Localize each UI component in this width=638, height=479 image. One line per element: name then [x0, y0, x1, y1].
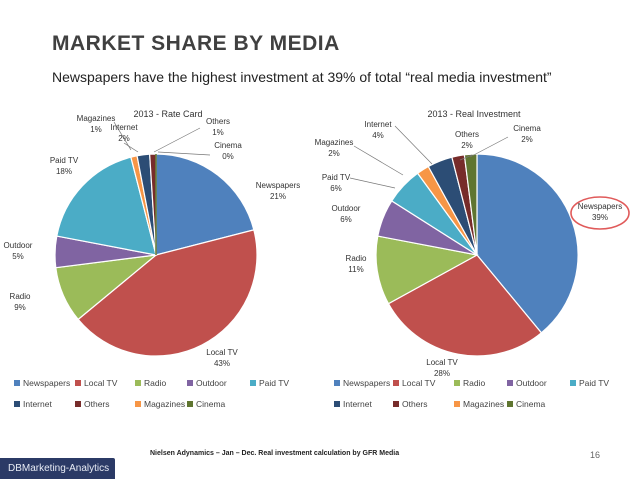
data-label-newspapers: Newspapers 39% [578, 202, 622, 222]
page-number: 16 [590, 450, 601, 460]
legend-item-internet: Internet [14, 399, 52, 409]
data-label-local-tv: Local TV 43% [206, 348, 238, 368]
data-label-paid-tv: Paid TV 6% [322, 173, 351, 193]
data-label-others: Others 1% [206, 117, 230, 137]
legend-label: Local TV [84, 378, 118, 388]
legend-swatch [334, 401, 340, 407]
legend-item-cinema: Cinema [507, 399, 546, 409]
pie-slice-cinema [463, 153, 478, 256]
legend-swatch [393, 380, 399, 386]
legend-item-outdoor: Outdoor [187, 378, 227, 388]
legend-item-local-tv: Local TV [393, 378, 436, 388]
data-label-newspapers: Newspapers 21% [256, 181, 300, 201]
legend-label: Newspapers [23, 378, 70, 388]
leader-line-magazines [353, 145, 404, 176]
legend-label: Cinema [196, 399, 226, 409]
source-note: Nielsen Adynamics – Jan – Dec. Real inve… [150, 450, 400, 457]
legend-item-others: Others [393, 399, 428, 409]
pie-slice-local-tv [387, 254, 543, 357]
legend-label: Internet [23, 399, 52, 409]
highlight-ring [570, 196, 630, 230]
chart-title: 2013 - Real Investment [427, 109, 521, 119]
legend-label: Paid TV [579, 378, 609, 388]
legend-swatch [75, 380, 81, 386]
pie-slice-newspapers [476, 153, 579, 334]
legend-item-magazines: Magazines [454, 399, 504, 409]
legend-label: Others [402, 399, 428, 409]
legend-swatch [75, 401, 81, 407]
legend-swatch [454, 380, 460, 386]
legend-swatch [187, 380, 193, 386]
data-label-outdoor: Outdoor 6% [332, 204, 361, 224]
leader-line-paid-tv [349, 177, 396, 189]
legend-label: Others [84, 399, 110, 409]
legend-label: Radio [463, 378, 485, 388]
leader-line-cinema [469, 136, 509, 158]
legend-item-local-tv: Local TV [75, 378, 118, 388]
legend-swatch [14, 380, 20, 386]
legend-swatch [570, 380, 576, 386]
legend-swatch [135, 380, 141, 386]
legend-item-outdoor: Outdoor [507, 378, 547, 388]
data-label-internet: Internet 4% [364, 120, 392, 140]
data-label-paid-tv: Paid TV 18% [50, 156, 79, 176]
page-subtitle: Newspapers have the highest investment a… [52, 69, 552, 85]
data-label-outdoor: Outdoor 5% [4, 241, 33, 261]
pie-slice-paid-tv [56, 156, 157, 256]
data-label-cinema: Cinema 0% [214, 141, 242, 161]
pie-slice-local-tv [77, 229, 258, 357]
legend-item-magazines: Magazines [135, 399, 185, 409]
legend-swatch [454, 401, 460, 407]
leader-line-others [153, 127, 201, 153]
legend-item-newspapers: Newspapers [14, 378, 70, 388]
pie-slice-radio [375, 235, 479, 305]
leader-line-cinema [157, 151, 211, 156]
legend-item-paid-tv: Paid TV [250, 378, 289, 388]
legend-swatch [250, 380, 256, 386]
data-label-magazines: Magazines 2% [315, 138, 354, 158]
leader-line-others [459, 154, 473, 161]
legend-swatch [334, 380, 340, 386]
legend-item-internet: Internet [334, 399, 372, 409]
legend-item-newspapers: Newspapers [334, 378, 390, 388]
data-label-local-tv: Local TV 28% [426, 358, 458, 378]
legend-label: Newspapers [343, 378, 390, 388]
legend-label: Radio [144, 378, 166, 388]
legend-swatch [507, 401, 513, 407]
legend-label: Internet [343, 399, 372, 409]
data-label-internet: Internet 2% [110, 123, 138, 143]
chart-title: 2013 - Rate Card [133, 109, 202, 119]
legend-swatch [507, 380, 513, 386]
data-label-radio: Radio 11% [346, 254, 367, 274]
legend-label: Outdoor [516, 378, 547, 388]
data-label-magazines: Magazines 1% [77, 114, 116, 134]
legend-swatch [187, 401, 193, 407]
legend-item-others: Others [75, 399, 110, 409]
legend-swatch [393, 401, 399, 407]
legend-item-radio: Radio [135, 378, 166, 388]
legend-label: Local TV [402, 378, 436, 388]
leader-line-internet [123, 142, 139, 153]
legend-item-cinema: Cinema [187, 399, 226, 409]
data-label-others: Others 2% [455, 130, 479, 150]
legend-label: Cinema [516, 399, 546, 409]
data-label-radio: Radio 9% [10, 292, 31, 312]
leader-line-internet [394, 125, 433, 165]
legend-swatch [135, 401, 141, 407]
legend-swatch [14, 401, 20, 407]
page-title: MARKET SHARE BY MEDIA [52, 32, 340, 55]
data-label-cinema: Cinema 2% [513, 124, 541, 144]
pie-chart-1: 2013 - Rate Card Newspapers 21% Local TV 43%… [4, 109, 301, 409]
legend-label: Paid TV [259, 378, 289, 388]
brand-tag: DBMarketing-Analytics [0, 458, 115, 479]
legend-item-paid-tv: Paid TV [570, 378, 609, 388]
legend-label: Magazines [463, 399, 504, 409]
pie-chart-2: 2013 - Real Investment Newspapers 39% Local… [315, 109, 630, 409]
legend-label: Outdoor [196, 378, 227, 388]
legend-item-radio: Radio [454, 378, 485, 388]
pie-slice-newspapers [155, 153, 255, 256]
legend-label: Magazines [144, 399, 185, 409]
